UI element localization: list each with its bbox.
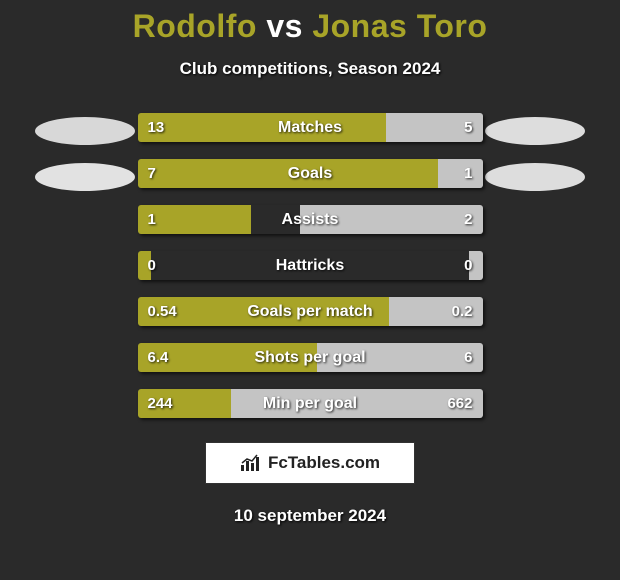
- left-badge-1: [35, 117, 135, 145]
- vs-text: vs: [266, 8, 303, 44]
- date-text: 10 september 2024: [234, 506, 386, 526]
- stat-value-right: 0.2: [452, 297, 473, 326]
- stat-value-left: 7: [148, 159, 156, 188]
- comparison-area: 135Matches71Goals12Assists00Hattricks0.5…: [0, 113, 620, 418]
- stat-row: 135Matches: [138, 113, 483, 142]
- stat-bar-left: [138, 113, 386, 142]
- stat-value-left: 13: [148, 113, 165, 142]
- stat-row: 0.540.2Goals per match: [138, 297, 483, 326]
- stat-value-left: 244: [148, 389, 173, 418]
- stat-value-left: 0: [148, 251, 156, 280]
- subtitle: Club competitions, Season 2024: [180, 59, 441, 79]
- right-badge-2: [485, 163, 585, 191]
- stat-bar-right: [231, 389, 483, 418]
- page-title: Rodolfo vs Jonas Toro: [133, 8, 488, 45]
- stat-bar-right: [300, 205, 483, 234]
- player1-name: Rodolfo: [133, 8, 257, 44]
- stat-row: 71Goals: [138, 159, 483, 188]
- stats-bars: 135Matches71Goals12Assists00Hattricks0.5…: [138, 113, 483, 418]
- stat-value-right: 6: [464, 343, 472, 372]
- stat-value-left: 6.4: [148, 343, 169, 372]
- stat-row: 6.46Shots per goal: [138, 343, 483, 372]
- stat-value-right: 1: [464, 159, 472, 188]
- stat-bar-left: [138, 159, 438, 188]
- left-badge-2: [35, 163, 135, 191]
- stat-row: 0 0Hattricks: [138, 251, 483, 280]
- chart-icon: [240, 454, 262, 472]
- watermark: FcTables.com: [205, 442, 415, 484]
- right-badges: [488, 113, 583, 418]
- stat-value-right: 0: [464, 251, 472, 280]
- stat-value-left: 1: [148, 205, 156, 234]
- stat-row: 12Assists: [138, 205, 483, 234]
- right-badge-1: [485, 117, 585, 145]
- stat-row: 244662Min per goal: [138, 389, 483, 418]
- stat-value-right: 2: [464, 205, 472, 234]
- watermark-text: FcTables.com: [268, 453, 380, 473]
- stat-label: Hattricks: [138, 251, 483, 280]
- player2-name: Jonas Toro: [312, 8, 487, 44]
- stat-bar-right: [317, 343, 483, 372]
- stat-value-right: 5: [464, 113, 472, 142]
- stat-bar-right: [438, 159, 483, 188]
- left-badges: [38, 113, 133, 418]
- stat-value-right: 662: [447, 389, 472, 418]
- stat-value-left: 0.54: [148, 297, 177, 326]
